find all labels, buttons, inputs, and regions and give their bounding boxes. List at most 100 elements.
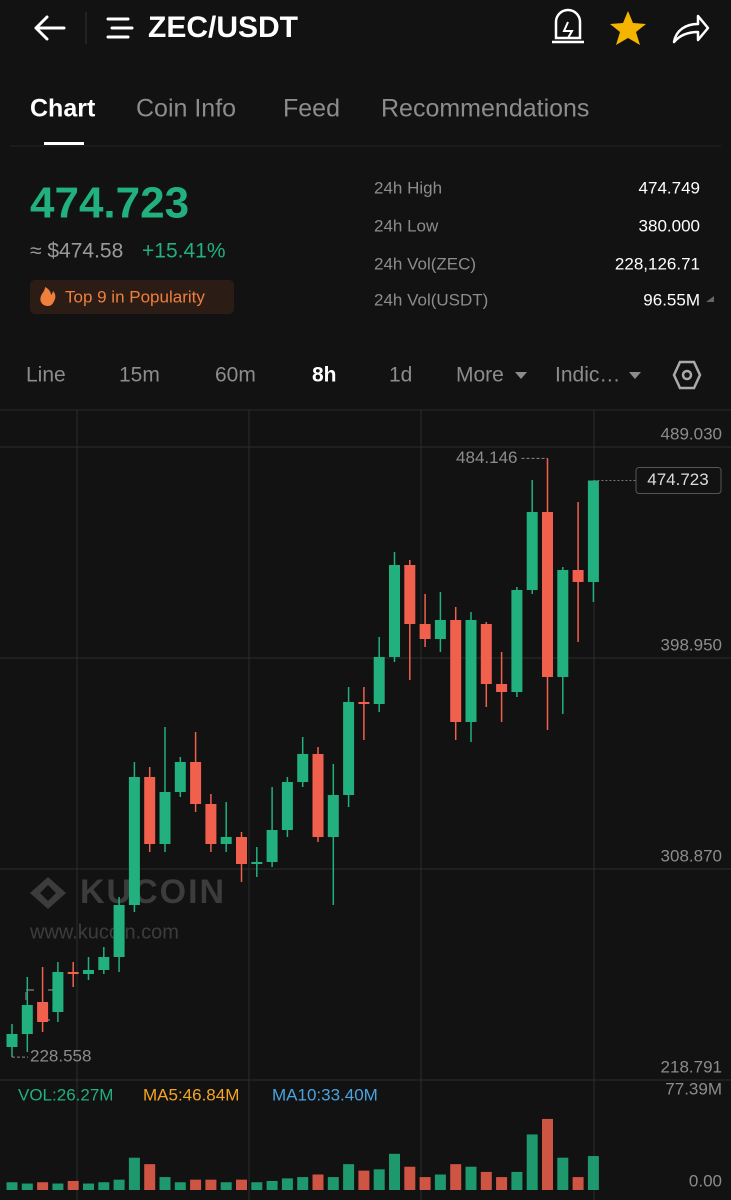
candle-body (327, 795, 339, 838)
tab[interactable]: Recommendations (381, 95, 589, 123)
volume-bar (496, 1177, 508, 1190)
alert-icon[interactable] (552, 8, 584, 44)
tab[interactable]: Chart (30, 95, 96, 123)
candle-body (511, 589, 523, 693)
volume-bar (373, 1169, 385, 1190)
expand-icon[interactable] (706, 296, 714, 302)
candle-body (587, 480, 599, 582)
tab[interactable]: Feed (283, 95, 340, 123)
pair-title[interactable]: ZEC/USDT (148, 11, 298, 44)
candle-body (419, 623, 431, 640)
candle-body (190, 761, 202, 804)
candle-body (480, 623, 492, 684)
volume-bar (21, 1183, 33, 1190)
volume-bar (358, 1170, 370, 1190)
candle-body (297, 753, 309, 783)
candle-body (450, 620, 462, 722)
volume-bar (572, 1177, 584, 1190)
candle-body (358, 701, 370, 705)
candle-body (557, 569, 569, 677)
stat-value: 96.55M (643, 290, 700, 309)
timeframe[interactable]: Indic… (555, 364, 620, 387)
volume-bar (52, 1183, 64, 1190)
low-annotation: 228.558 (30, 1047, 91, 1066)
y-tick-label: 308.870 (661, 846, 722, 865)
volume-bar (587, 1156, 599, 1190)
candle-body (113, 905, 125, 958)
last-price-box (635, 467, 722, 495)
timeframe[interactable]: Line (26, 364, 66, 387)
volume-bar (389, 1153, 400, 1190)
volume-bar (190, 1179, 202, 1190)
tab[interactable]: Coin Info (136, 95, 236, 123)
candle-body (281, 782, 293, 830)
volume-bar (404, 1166, 416, 1190)
candle-body (128, 776, 140, 906)
volume-bar (128, 1157, 140, 1190)
candle-body (572, 569, 584, 582)
volume-tick-label: 77.39M (665, 1079, 722, 1098)
timeframe[interactable]: 8h (312, 364, 337, 387)
candle-body (266, 829, 278, 862)
volume-bar (450, 1164, 462, 1190)
y-tick-label: 398.950 (661, 635, 722, 654)
volume-legend: MA10:33.40M (272, 1085, 378, 1104)
menu-icon[interactable] (106, 17, 134, 39)
badge[interactable] (30, 280, 234, 314)
volume-bar (37, 1182, 49, 1190)
candle-body (542, 511, 553, 677)
volume-tick-label: 0.00 (689, 1171, 722, 1190)
volume-bar (297, 1177, 309, 1190)
volume-bar (251, 1182, 263, 1190)
y-tick-label: 218.791 (661, 1057, 722, 1076)
candle-body (312, 753, 324, 838)
volume-bar (220, 1182, 232, 1190)
watermark: KUCOIN www.kucoin.com (29, 873, 226, 943)
timeframe[interactable]: 60m (215, 364, 256, 387)
watermark-brand: KUCOIN (80, 873, 226, 911)
candle-body (83, 970, 94, 975)
share-icon[interactable] (672, 14, 710, 44)
high-annotation: 484.146 (456, 448, 517, 467)
candle-body (251, 861, 263, 865)
candle-body (21, 1004, 33, 1034)
favorite-star[interactable] (610, 11, 646, 45)
candle-body (174, 761, 186, 793)
candle-body (220, 837, 232, 845)
volume-bar (511, 1171, 523, 1190)
usd-price: ≈ $474.58 (30, 240, 123, 263)
volume-bar (144, 1164, 156, 1190)
volume-bar (83, 1183, 94, 1190)
back-button[interactable] (34, 15, 66, 41)
candle-body (404, 565, 416, 624)
last-price-label: 474.723 (647, 470, 708, 489)
candle-body (236, 837, 247, 865)
y-tick-label: 489.030 (661, 424, 722, 443)
timeframe[interactable]: More (456, 364, 504, 387)
candle-body (434, 620, 446, 640)
candle-body (98, 957, 110, 971)
settings-icon[interactable] (672, 360, 702, 390)
badge-text: Top 9 in Popularity (65, 287, 205, 306)
volume-bar (542, 1118, 553, 1190)
stat-value: 380.000 (639, 216, 700, 235)
volume-bar (67, 1180, 79, 1190)
candle-body (496, 683, 508, 693)
volume-bar (419, 1177, 431, 1190)
candle-body (67, 971, 79, 975)
volume-bar (6, 1182, 18, 1190)
candle-body (6, 1033, 18, 1047)
candle-body (343, 701, 355, 796)
volume-bar (159, 1177, 171, 1190)
stat-value: 228,126.71 (615, 254, 700, 273)
volume-bar (98, 1182, 110, 1190)
volume-bar (113, 1179, 125, 1190)
timeframe[interactable]: 15m (119, 364, 160, 387)
volume-bar (312, 1174, 324, 1190)
candle-body (37, 1002, 49, 1023)
volume-bar (526, 1134, 538, 1190)
timeframe[interactable]: 1d (389, 364, 412, 387)
volume-legend: VOL:26.27M (18, 1085, 113, 1104)
